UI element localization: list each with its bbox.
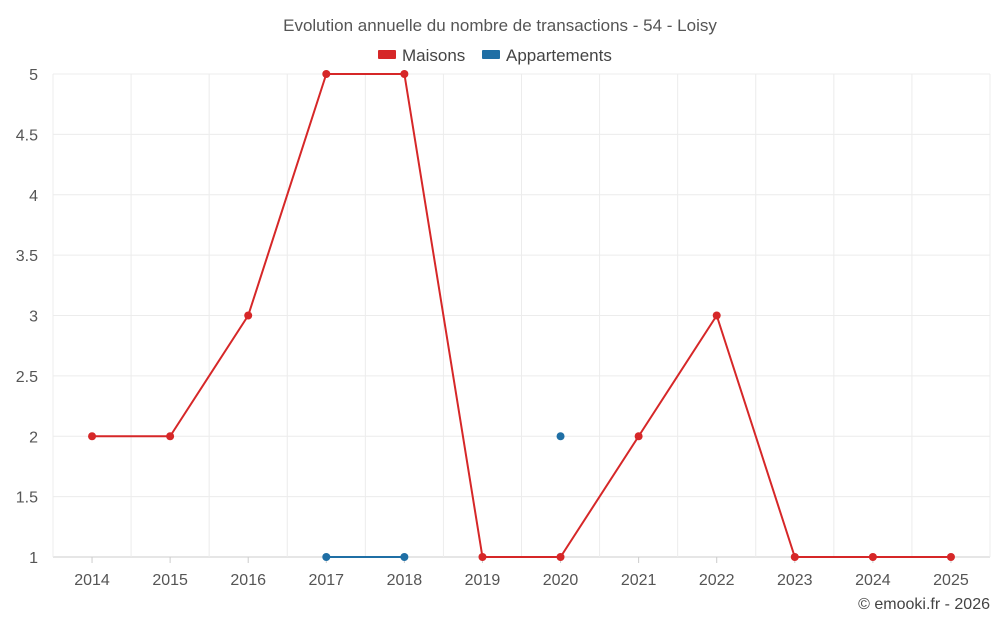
- x-tick-label: 2020: [543, 572, 579, 589]
- data-point[interactable]: [556, 553, 565, 561]
- data-point[interactable]: [166, 432, 175, 441]
- y-tick-label: 4.5: [16, 127, 38, 144]
- legend-label-appartements[interactable]: Appartements: [506, 46, 612, 65]
- x-tick-label: 2015: [152, 572, 188, 589]
- y-tick-label: 5: [29, 67, 38, 84]
- y-tick-label: 4: [29, 188, 38, 205]
- x-tick-label: 2019: [465, 572, 501, 589]
- x-tick-label: 2023: [777, 572, 813, 589]
- legend: Maisons Appartements: [378, 46, 612, 65]
- data-point[interactable]: [556, 432, 565, 441]
- chart-title: Evolution annuelle du nombre de transact…: [283, 16, 717, 35]
- legend-label-maisons[interactable]: Maisons: [402, 46, 465, 65]
- x-tick-label: 2021: [621, 572, 657, 589]
- series-appartements: [322, 432, 565, 561]
- legend-swatch-maisons[interactable]: [378, 50, 396, 59]
- x-axis-ticks: 2014 2015 2016 2017 2018 2019 2020 2021 2022 2023…: [74, 557, 969, 589]
- series-maisons: [88, 70, 955, 561]
- x-tick-label: 2022: [699, 572, 735, 589]
- y-tick-label: 1: [29, 550, 38, 567]
- legend-swatch-appartements[interactable]: [482, 50, 500, 59]
- x-tick-label: 2024: [855, 572, 891, 589]
- data-point[interactable]: [712, 311, 721, 320]
- data-point[interactable]: [634, 432, 643, 441]
- data-point[interactable]: [790, 553, 799, 561]
- credit-text: © emooki.fr - 2026: [858, 596, 990, 613]
- y-tick-label: 1.5: [16, 490, 38, 507]
- y-tick-label: 2.5: [16, 369, 38, 386]
- y-axis-ticks: 1 1.5 2 2.5 3 3.5 4 4.5 5: [16, 67, 38, 567]
- data-point[interactable]: [946, 553, 955, 561]
- series-line: [92, 73, 951, 558]
- data-point[interactable]: [400, 70, 409, 78]
- x-tick-label: 2018: [387, 572, 423, 589]
- data-point[interactable]: [244, 311, 253, 320]
- y-tick-label: 3: [29, 309, 38, 326]
- data-point[interactable]: [88, 432, 97, 441]
- x-tick-label: 2025: [933, 572, 969, 589]
- y-tick-label: 2: [29, 429, 38, 446]
- x-tick-label: 2014: [74, 572, 110, 589]
- data-point[interactable]: [400, 553, 409, 561]
- data-point[interactable]: [322, 553, 331, 561]
- y-tick-label: 3.5: [16, 248, 38, 265]
- data-point[interactable]: [868, 553, 877, 561]
- series-layer: [88, 70, 955, 561]
- data-point[interactable]: [478, 553, 487, 561]
- x-tick-label: 2017: [308, 572, 344, 589]
- gridlines: [52, 73, 991, 558]
- data-point[interactable]: [322, 70, 331, 78]
- x-tick-label: 2016: [230, 572, 266, 589]
